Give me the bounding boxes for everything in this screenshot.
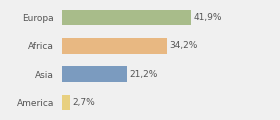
Bar	[62, 66, 127, 82]
Bar	[62, 38, 167, 54]
Text: 21,2%: 21,2%	[129, 70, 158, 79]
Bar	[62, 95, 70, 110]
Bar	[62, 10, 191, 25]
Text: 34,2%: 34,2%	[169, 41, 198, 50]
Text: 2,7%: 2,7%	[72, 98, 95, 107]
Text: 41,9%: 41,9%	[193, 13, 221, 22]
